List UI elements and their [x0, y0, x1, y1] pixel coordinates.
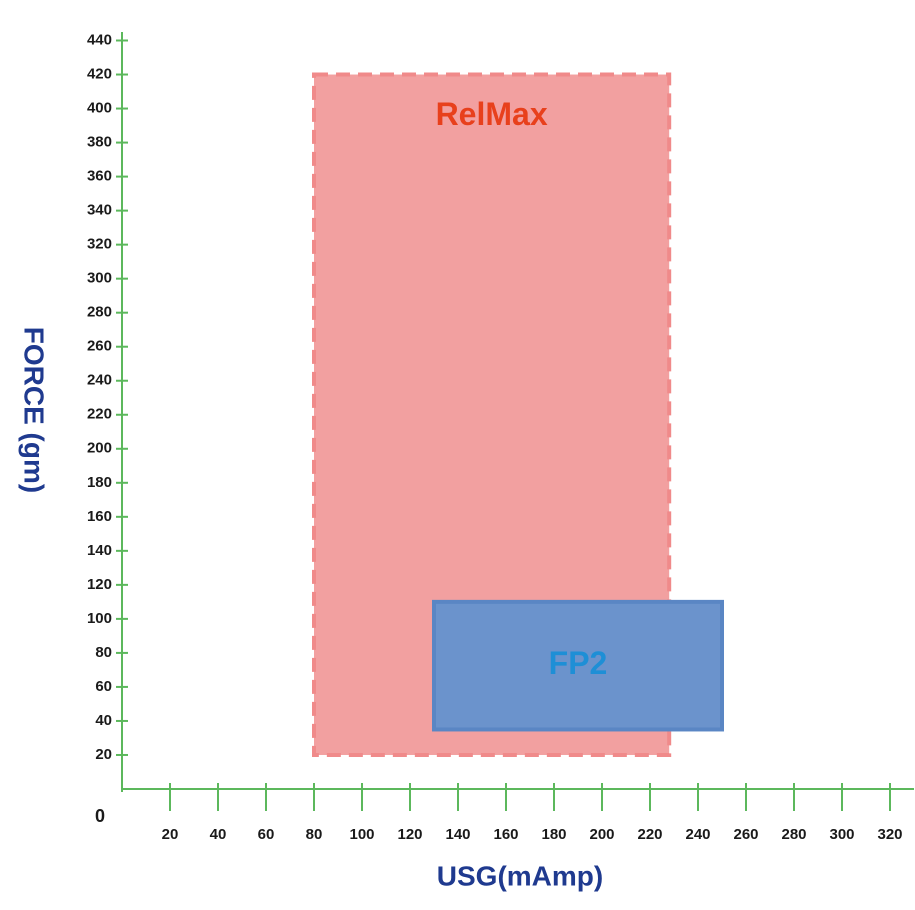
region-label: RelMax: [436, 96, 548, 132]
x-tick-label: 20: [162, 826, 179, 843]
y-tick-label: 240: [87, 372, 112, 389]
x-tick-label: 280: [781, 826, 806, 843]
y-tick-label: 80: [95, 644, 112, 661]
y-tick-label: 40: [95, 712, 112, 729]
y-tick-label: 360: [87, 168, 112, 185]
x-tick-label: 320: [877, 826, 902, 843]
region: [432, 599, 724, 732]
x-tick-label: 40: [210, 826, 227, 843]
x-tick-label: 120: [397, 826, 422, 843]
x-tick-label: 100: [349, 826, 374, 843]
y-tick-label: 400: [87, 100, 112, 117]
x-tick-label: 0: [95, 806, 105, 826]
y-tick-label: 420: [87, 65, 112, 82]
x-tick-label: 220: [637, 826, 662, 843]
y-tick-label: 180: [87, 474, 112, 491]
y-tick-label: 320: [87, 236, 112, 253]
y-tick-label: 380: [87, 134, 112, 151]
y-tick-label: 220: [87, 406, 112, 423]
x-tick-label: 140: [445, 826, 470, 843]
y-tick-label: 260: [87, 338, 112, 355]
x-tick-label: 80: [306, 826, 323, 843]
region-label: FP2: [549, 645, 608, 681]
x-tick-label: 160: [493, 826, 518, 843]
y-tick-label: 100: [87, 610, 112, 627]
x-tick-label: 260: [733, 826, 758, 843]
y-tick-label: 60: [95, 678, 112, 695]
y-tick-label: 160: [87, 508, 112, 525]
y-tick-label: 120: [87, 576, 112, 593]
x-tick-label: 180: [541, 826, 566, 843]
y-tick-label: 20: [95, 746, 112, 763]
y-tick-label: 140: [87, 542, 112, 559]
y-axis-title: FORCE (gm): [19, 327, 50, 493]
x-tick-label: 300: [829, 826, 854, 843]
y-tick-label: 280: [87, 304, 112, 321]
y-tick-label: 200: [87, 440, 112, 457]
x-tick-label: 200: [589, 826, 614, 843]
x-tick-label: 60: [258, 826, 275, 843]
y-tick-label: 340: [87, 202, 112, 219]
y-tick-label: 440: [87, 31, 112, 48]
x-tick-label: 240: [685, 826, 710, 843]
y-tick-label: 300: [87, 270, 112, 287]
x-axis-title: USG(mAmp): [437, 860, 603, 891]
